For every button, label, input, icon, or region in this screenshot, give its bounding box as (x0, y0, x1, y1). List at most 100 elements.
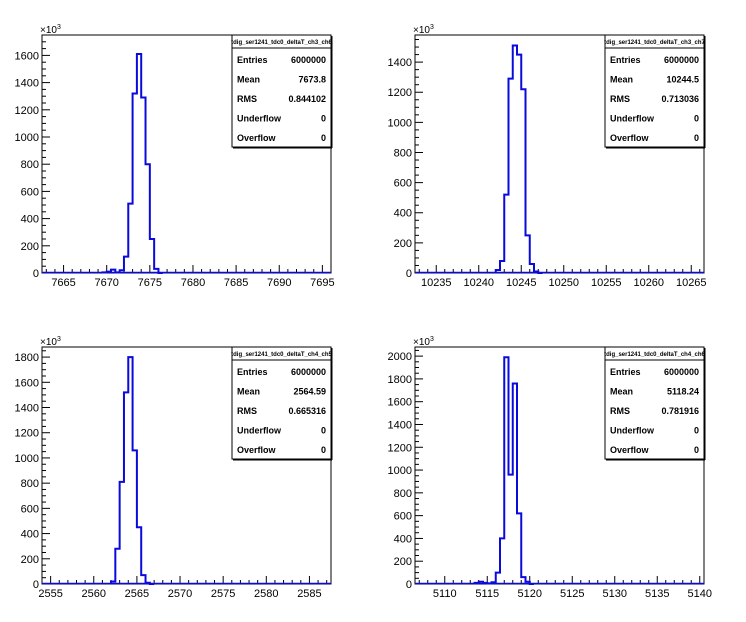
x-tick-label: 5120 (518, 588, 542, 600)
stats-label-rms: RMS (237, 406, 257, 416)
y-tick-label: 200 (21, 554, 39, 566)
y-tick-label: 200 (394, 556, 412, 568)
histogram-bin (492, 582, 496, 584)
y-tick-label: 400 (21, 214, 39, 226)
x-tick-label: 5110 (433, 588, 457, 600)
stats-value-underflow: 0 (321, 114, 326, 124)
stats-label-entries: Entries (237, 55, 268, 65)
histogram-panel-1: ×103 7665 7670 7675 7680 7685 7690 7695 0 200 400 6… (15, 24, 335, 289)
histogram-title: tdig_ser1241_tdc0_deltaT_ch3_ch7 (604, 40, 705, 46)
y-tick-label: 600 (394, 511, 412, 523)
stats-value-entries: 6000000 (664, 55, 699, 65)
stats-label-underflow: Underflow (237, 426, 282, 436)
histogram-bin (479, 582, 483, 584)
stats-label-rms: RMS (237, 94, 257, 104)
histogram-bin (133, 93, 137, 273)
y-tick-label: 1800 (388, 374, 412, 386)
histogram-bin (124, 257, 128, 273)
histogram-bin (141, 575, 145, 584)
histogram-series (101, 53, 163, 274)
histogram-title: tdig_ser1241_tdc0_deltaT_ch4_ch5 (231, 352, 332, 358)
y-tick-label: 1400 (15, 403, 39, 415)
y-tick-label: 1000 (15, 453, 39, 465)
histogram-bin (120, 482, 124, 584)
y-multiplier-label: ×103 (413, 336, 434, 348)
stats-value-overflow: 0 (694, 445, 699, 455)
x-tick-label: 10250 (548, 277, 579, 289)
stats-value-entries: 6000000 (664, 367, 699, 377)
y-tick-label: 1600 (15, 377, 39, 389)
x-tick-label: 10255 (591, 277, 622, 289)
x-tick-label: 2585 (297, 588, 321, 600)
y-multiplier-label: ×103 (40, 336, 61, 348)
y-tick-label: 1200 (15, 428, 39, 440)
y-tick-label: 600 (21, 186, 39, 198)
histogram-bin (517, 513, 521, 584)
stats-label-entries: Entries (237, 367, 268, 377)
x-tick-label: 7690 (267, 277, 291, 289)
stats-value-overflow: 0 (694, 133, 699, 143)
histogram-series (473, 356, 534, 585)
y-tick-label: 600 (394, 178, 412, 190)
y-tick-label: 400 (394, 208, 412, 220)
histogram-bin (526, 582, 530, 584)
stats-label-entries: Entries (610, 55, 641, 65)
x-tick-label: 2570 (168, 588, 192, 600)
y-tick-label: 1800 (15, 352, 39, 364)
x-tick-label: 2565 (125, 588, 149, 600)
x-tick-label: 7685 (224, 277, 248, 289)
x-tick-label: 10260 (633, 277, 664, 289)
histogram-bin (483, 583, 487, 584)
x-tick-label: 5115 (475, 588, 499, 600)
histogram-bin (137, 527, 141, 584)
stats-label-mean: Mean (610, 75, 633, 85)
stats-value-mean: 10244.5 (666, 75, 699, 85)
histogram-panel-3: ×103 2555 2560 2565 2570 2575 2580 2585 0 200 400 6… (15, 336, 333, 600)
x-tick-label: 5125 (560, 588, 584, 600)
x-tick-label: 2560 (82, 588, 106, 600)
histogram-bin (526, 235, 530, 273)
stats-label-overflow: Overflow (610, 133, 650, 143)
y-tick-label: 600 (21, 503, 39, 515)
stats-label-rms: RMS (610, 406, 630, 416)
stats-value-overflow: 0 (321, 133, 326, 143)
stats-label-entries: Entries (610, 367, 641, 377)
histogram-bin (521, 577, 525, 584)
y-tick-label: 2000 (388, 351, 412, 363)
stats-label-overflow: Overflow (610, 445, 650, 455)
stats-value-entries: 6000000 (291, 367, 326, 377)
stats-value-mean: 7673.8 (298, 75, 326, 85)
y-tick-label: 0 (33, 579, 39, 591)
stats-label-underflow: Underflow (237, 114, 282, 124)
histogram-series (494, 44, 543, 274)
x-tick-label: 7675 (138, 277, 162, 289)
y-tick-label: 1400 (15, 78, 39, 90)
histogram-bin (509, 475, 513, 584)
histogram-bin (475, 583, 479, 584)
histogram-bin (146, 164, 150, 273)
y-tick-label: 200 (394, 238, 412, 250)
x-tick-label: 2580 (254, 588, 278, 600)
x-tick-label: 2555 (38, 588, 62, 600)
stats-label-underflow: Underflow (610, 426, 655, 436)
histogram-bin (496, 573, 500, 584)
x-tick-label: 7680 (181, 277, 205, 289)
histogram-bin (128, 204, 132, 273)
y-tick-label: 800 (21, 478, 39, 490)
stats-label-mean: Mean (610, 387, 633, 397)
stats-label-overflow: Overflow (237, 133, 277, 143)
histogram-bin (513, 383, 517, 584)
x-tick-label: 10235 (421, 277, 452, 289)
y-tick-label: 1400 (388, 57, 412, 69)
y-tick-label: 400 (21, 529, 39, 541)
stats-value-underflow: 0 (694, 426, 699, 436)
stats-label-rms: RMS (610, 94, 630, 104)
histogram-bin (154, 269, 158, 273)
histogram-bin (124, 392, 128, 584)
histogram-bin (530, 264, 534, 273)
histogram-bin (500, 261, 504, 273)
y-tick-label: 800 (394, 488, 412, 500)
histogram-bin (102, 272, 106, 273)
y-tick-label: 1200 (388, 87, 412, 99)
stats-box (231, 34, 332, 148)
